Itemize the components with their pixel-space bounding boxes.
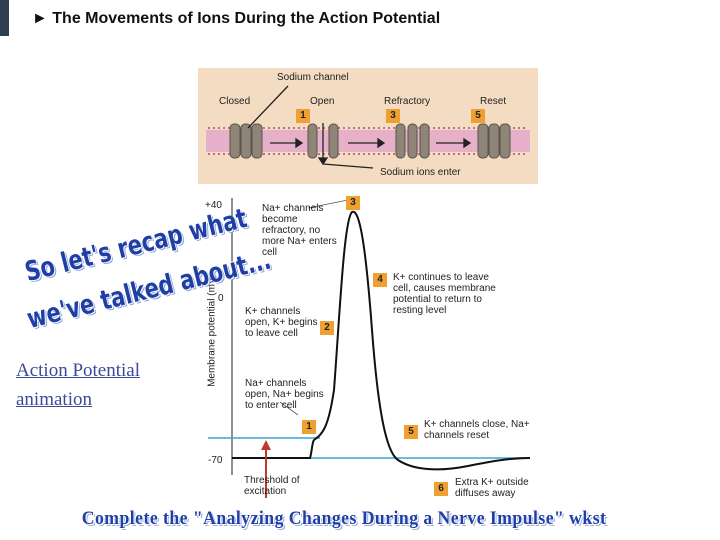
channel-caption: Sodium ions enter [380, 167, 461, 178]
y-tick-label: +40 [205, 200, 222, 211]
threshold-label: Threshold of excitation [244, 475, 300, 497]
leader-lines [279, 199, 349, 416]
state-label: Reset [480, 96, 507, 107]
y-tick-label: -70 [208, 455, 223, 466]
membrane [206, 127, 530, 155]
state-label: Open [310, 96, 335, 107]
step-badge: 4 [373, 273, 387, 287]
step-badge: 5 [404, 425, 418, 439]
slide-title: ► The Movements of Ions During the Actio… [32, 10, 441, 27]
step-badge: 1 [296, 109, 310, 123]
channel-art [206, 85, 530, 169]
graph-art [208, 198, 531, 498]
channels [229, 123, 511, 159]
annotation: K+ continues to leave cell, causes membr… [393, 272, 496, 316]
step-badge: 3 [346, 196, 360, 210]
action-potential-curve [232, 210, 531, 471]
step-badge: 6 [434, 482, 448, 496]
step-badge: 1 [302, 420, 316, 434]
state-label: Refractory [384, 96, 431, 107]
corner-bar [0, 0, 9, 36]
step-badge: 2 [320, 321, 334, 335]
step-badge: 5 [471, 109, 485, 123]
annotation: Extra K+ outside diffuses away [455, 477, 529, 499]
annotation: Na+ channels open, Na+ begins to enter c… [245, 378, 324, 411]
threshold-arrowhead [261, 440, 271, 450]
footer-instruction: Complete the "Analyzing Changes During a… [81, 508, 607, 529]
channel-label: Sodium channel [277, 72, 349, 83]
animation-link[interactable]: Action Potential animation [16, 360, 141, 410]
step-badge: 3 [386, 109, 400, 123]
annotation: K+ channels close, Na+ channels reset [424, 419, 530, 441]
state-label: Closed [219, 96, 251, 107]
title-text: The Movements of Ions During the Action … [52, 10, 441, 27]
arrows [247, 85, 472, 169]
annotation: Na+ channels become refractory, no more … [262, 203, 337, 258]
y-tick-label: 0 [218, 293, 224, 304]
annotation: K+ channels open, K+ begins to leave cel… [245, 306, 318, 339]
